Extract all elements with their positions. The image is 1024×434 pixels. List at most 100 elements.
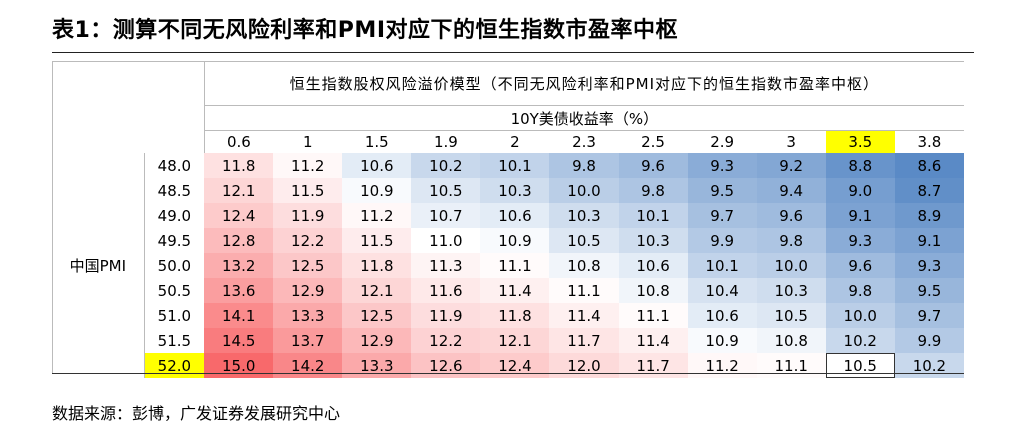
heatmap-cell: 9.8 xyxy=(618,178,688,203)
table-left-border xyxy=(52,61,53,374)
heatmap-cell: 11.7 xyxy=(618,353,688,378)
y-tick-label: 51.5 xyxy=(157,331,192,350)
heatmap-cell: 11.1 xyxy=(756,353,826,378)
y-tick-label: 50.5 xyxy=(157,281,192,300)
heatmap-cell: 10.5 xyxy=(756,303,826,328)
heatmap-cell: 11.5 xyxy=(273,178,343,203)
heatmap-cell: 11.1 xyxy=(549,278,619,303)
title-divider xyxy=(52,52,974,53)
heatmap-cell: 13.6 xyxy=(204,278,274,303)
pe-heatmap-table: 恒生指数股权风险溢价模型（不同无风险利率和PMI对应下的恒生指数市盈率中枢） 10… xyxy=(52,61,964,378)
heatmap-cell: 11.9 xyxy=(411,303,481,328)
heatmap-cell: 11.5 xyxy=(342,228,412,253)
heatmap-cell: 12.8 xyxy=(204,228,274,253)
heatmap-cell: 9.3 xyxy=(825,228,895,253)
heatmap-cell: 9.5 xyxy=(894,278,964,303)
heatmap-cell: 10.0 xyxy=(825,303,895,328)
heatmap-cell: 8.9 xyxy=(894,203,964,228)
heatmap-cell: 11.7 xyxy=(549,328,619,353)
x-tick-label: 2.9 xyxy=(710,133,735,151)
heatmap-cell: 11.8 xyxy=(204,153,274,178)
heatmap-cell: 9.9 xyxy=(894,328,964,353)
heatmap-cell: 9.1 xyxy=(894,228,964,253)
x-tick-label: 3.8 xyxy=(917,133,942,151)
table-bottom-border xyxy=(52,373,964,374)
x-tick-label: 3.5 xyxy=(825,130,895,153)
heatmap-cell: 12.5 xyxy=(342,303,412,328)
heatmap-cell: 9.5 xyxy=(687,178,757,203)
heatmap-cell: 10.1 xyxy=(687,253,757,278)
y-tick-label: 48.0 xyxy=(157,156,192,175)
heatmap-cell: 11.2 xyxy=(273,153,343,178)
y-tick-label: 48.5 xyxy=(157,181,192,200)
x-tick-label: 2.3 xyxy=(572,133,596,151)
heatmap-cell: 10.6 xyxy=(618,253,688,278)
heatmap-grid: 恒生指数股权风险溢价模型（不同无风险利率和PMI对应下的恒生指数市盈率中枢） 10… xyxy=(52,61,964,378)
heatmap-cell: 10.2 xyxy=(825,328,895,353)
heatmap-cell: 11.6 xyxy=(411,278,481,303)
heatmap-cell: 9.9 xyxy=(687,228,757,253)
y-tick-label: 49.5 xyxy=(157,231,192,250)
table-title: 表1：测算不同无风险利率和PMI对应下的恒生指数市盈率中枢 xyxy=(52,18,679,43)
heatmap-cell: 11.2 xyxy=(342,203,412,228)
heatmap-cell: 9.8 xyxy=(549,153,619,178)
heatmap-cell: 10.7 xyxy=(411,203,481,228)
x-tick-label: 1.9 xyxy=(433,133,458,151)
y-tick-label: 50.0 xyxy=(157,256,192,275)
heatmap-cell: 15.0 xyxy=(204,353,274,378)
heatmap-cell: 11.9 xyxy=(273,203,343,228)
x-tick-label: 2.5 xyxy=(641,133,665,151)
heatmap-cell: 11.4 xyxy=(618,328,688,353)
corner-blank xyxy=(52,61,205,153)
heatmap-cell: 12.9 xyxy=(342,328,412,353)
heatmap-cell: 12.5 xyxy=(273,253,343,278)
heatmap-cell: 11.4 xyxy=(480,278,550,303)
y-tick-label: 51.0 xyxy=(157,306,192,325)
heatmap-cell: 9.7 xyxy=(687,203,757,228)
heatmap-cell: 10.1 xyxy=(480,153,550,178)
x-tick-label: 1.5 xyxy=(364,133,389,151)
heatmap-cell: 11.2 xyxy=(687,353,757,378)
heatmap-cell: 12.2 xyxy=(273,228,343,253)
table-top-border xyxy=(52,61,964,62)
heatmap-cell: 11.1 xyxy=(618,303,688,328)
heatmap-cell: 12.6 xyxy=(411,353,481,378)
heatmap-cell: 13.2 xyxy=(204,253,274,278)
heatmap-cell: 12.9 xyxy=(273,278,343,303)
heatmap-cell: 14.2 xyxy=(273,353,343,378)
x-axis-label: 10Y美债收益率（%） xyxy=(203,105,964,131)
heatmap-cell: 10.8 xyxy=(618,278,688,303)
heatmap-cell: 9.8 xyxy=(756,228,826,253)
heatmap-cell: 14.1 xyxy=(204,303,274,328)
heatmap-cell: 8.7 xyxy=(894,178,964,203)
heatmap-cell: 9.6 xyxy=(618,153,688,178)
heatmap-cell: 9.3 xyxy=(894,253,964,278)
heatmap-cell: 9.6 xyxy=(825,253,895,278)
heatmap-cell: 13.3 xyxy=(342,353,412,378)
heatmap-cell: 10.4 xyxy=(687,278,757,303)
x-tick-label: 2 xyxy=(510,133,520,151)
heatmap-cell: 10.3 xyxy=(618,228,688,253)
heatmap-cell: 10.0 xyxy=(756,253,826,278)
heatmap-cell: 9.2 xyxy=(756,153,826,178)
heatmap-cell: 10.6 xyxy=(687,303,757,328)
heatmap-cell: 10.9 xyxy=(687,328,757,353)
heatmap-cell: 10.8 xyxy=(549,253,619,278)
x-tick-label: 3 xyxy=(786,133,796,151)
heatmap-cell: 8.6 xyxy=(894,153,964,178)
heatmap-cell: 11.8 xyxy=(480,303,550,328)
y-tick-label: 52.0 xyxy=(144,353,205,378)
heatmap-cell: 9.6 xyxy=(756,203,826,228)
heatmap-cell: 11.4 xyxy=(549,303,619,328)
y-tick-label: 49.0 xyxy=(157,206,192,225)
heatmap-cell: 10.9 xyxy=(342,178,412,203)
heatmap-cell: 10.5 xyxy=(549,228,619,253)
heatmap-cell: 10.3 xyxy=(549,203,619,228)
heatmap-cell: 9.3 xyxy=(687,153,757,178)
heatmap-cell: 8.8 xyxy=(825,153,895,178)
heatmap-cell: 10.8 xyxy=(756,328,826,353)
heatmap-cell: 12.1 xyxy=(480,328,550,353)
heatmap-cell: 9.8 xyxy=(825,278,895,303)
heatmap-cell: 10.5 xyxy=(411,178,481,203)
heatmap-cell: 9.0 xyxy=(825,178,895,203)
